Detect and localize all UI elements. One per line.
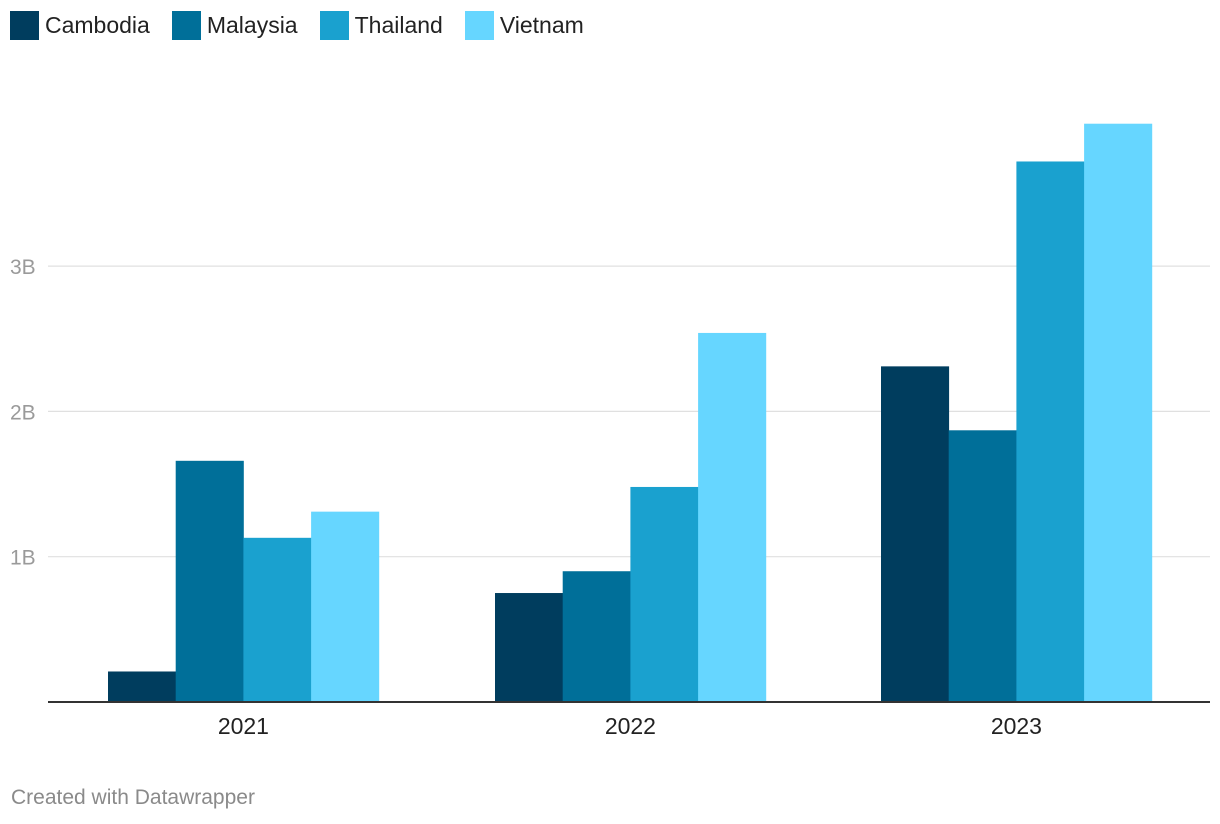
legend-swatch: [319, 11, 349, 40]
bar-thailand-2023: [1016, 161, 1085, 702]
bar-thailand-2021: [243, 537, 312, 702]
x-tick-label: 2022: [605, 713, 656, 739]
y-tick-label: 2B: [10, 401, 36, 424]
bar-vietnam-2022: [698, 332, 767, 702]
bar-cambodia-2021: [108, 671, 177, 702]
y-tick-label: 1B: [10, 547, 36, 570]
x-tick-label: 2023: [991, 713, 1042, 739]
bar-thailand-2022: [630, 486, 699, 702]
legend-swatch: [171, 11, 201, 40]
legend-item-thailand: Thailand: [319, 11, 443, 40]
legend-label: Vietnam: [499, 12, 584, 38]
bar-malaysia-2021: [175, 460, 244, 702]
legend-label: Thailand: [354, 12, 443, 38]
bar-malaysia-2023: [948, 430, 1017, 702]
y-tick-label: 3B: [10, 256, 36, 279]
bar-chart: 1B 2B 3B 2021 2022 2023: [10, 123, 1210, 739]
credit-text: Created with Datawrapper: [11, 786, 255, 809]
bar-vietnam-2023: [1084, 123, 1153, 703]
legend-item-cambodia: Cambodia: [10, 11, 150, 40]
legend-swatch: [10, 11, 39, 40]
legend-swatch: [464, 11, 494, 40]
x-tick-label: 2021: [218, 713, 269, 739]
bar-malaysia-2022: [562, 571, 631, 702]
legend-label: Cambodia: [45, 12, 150, 38]
legend-item-malaysia: Malaysia: [171, 11, 298, 40]
bar-cambodia-2023: [881, 366, 950, 702]
bar-vietnam-2021: [311, 511, 380, 702]
legend-label: Malaysia: [206, 12, 298, 38]
legend-item-vietnam: Vietnam: [464, 11, 584, 40]
legend: Cambodia Malaysia Thailand Vietnam: [10, 11, 606, 40]
bar-cambodia-2022: [495, 593, 564, 702]
